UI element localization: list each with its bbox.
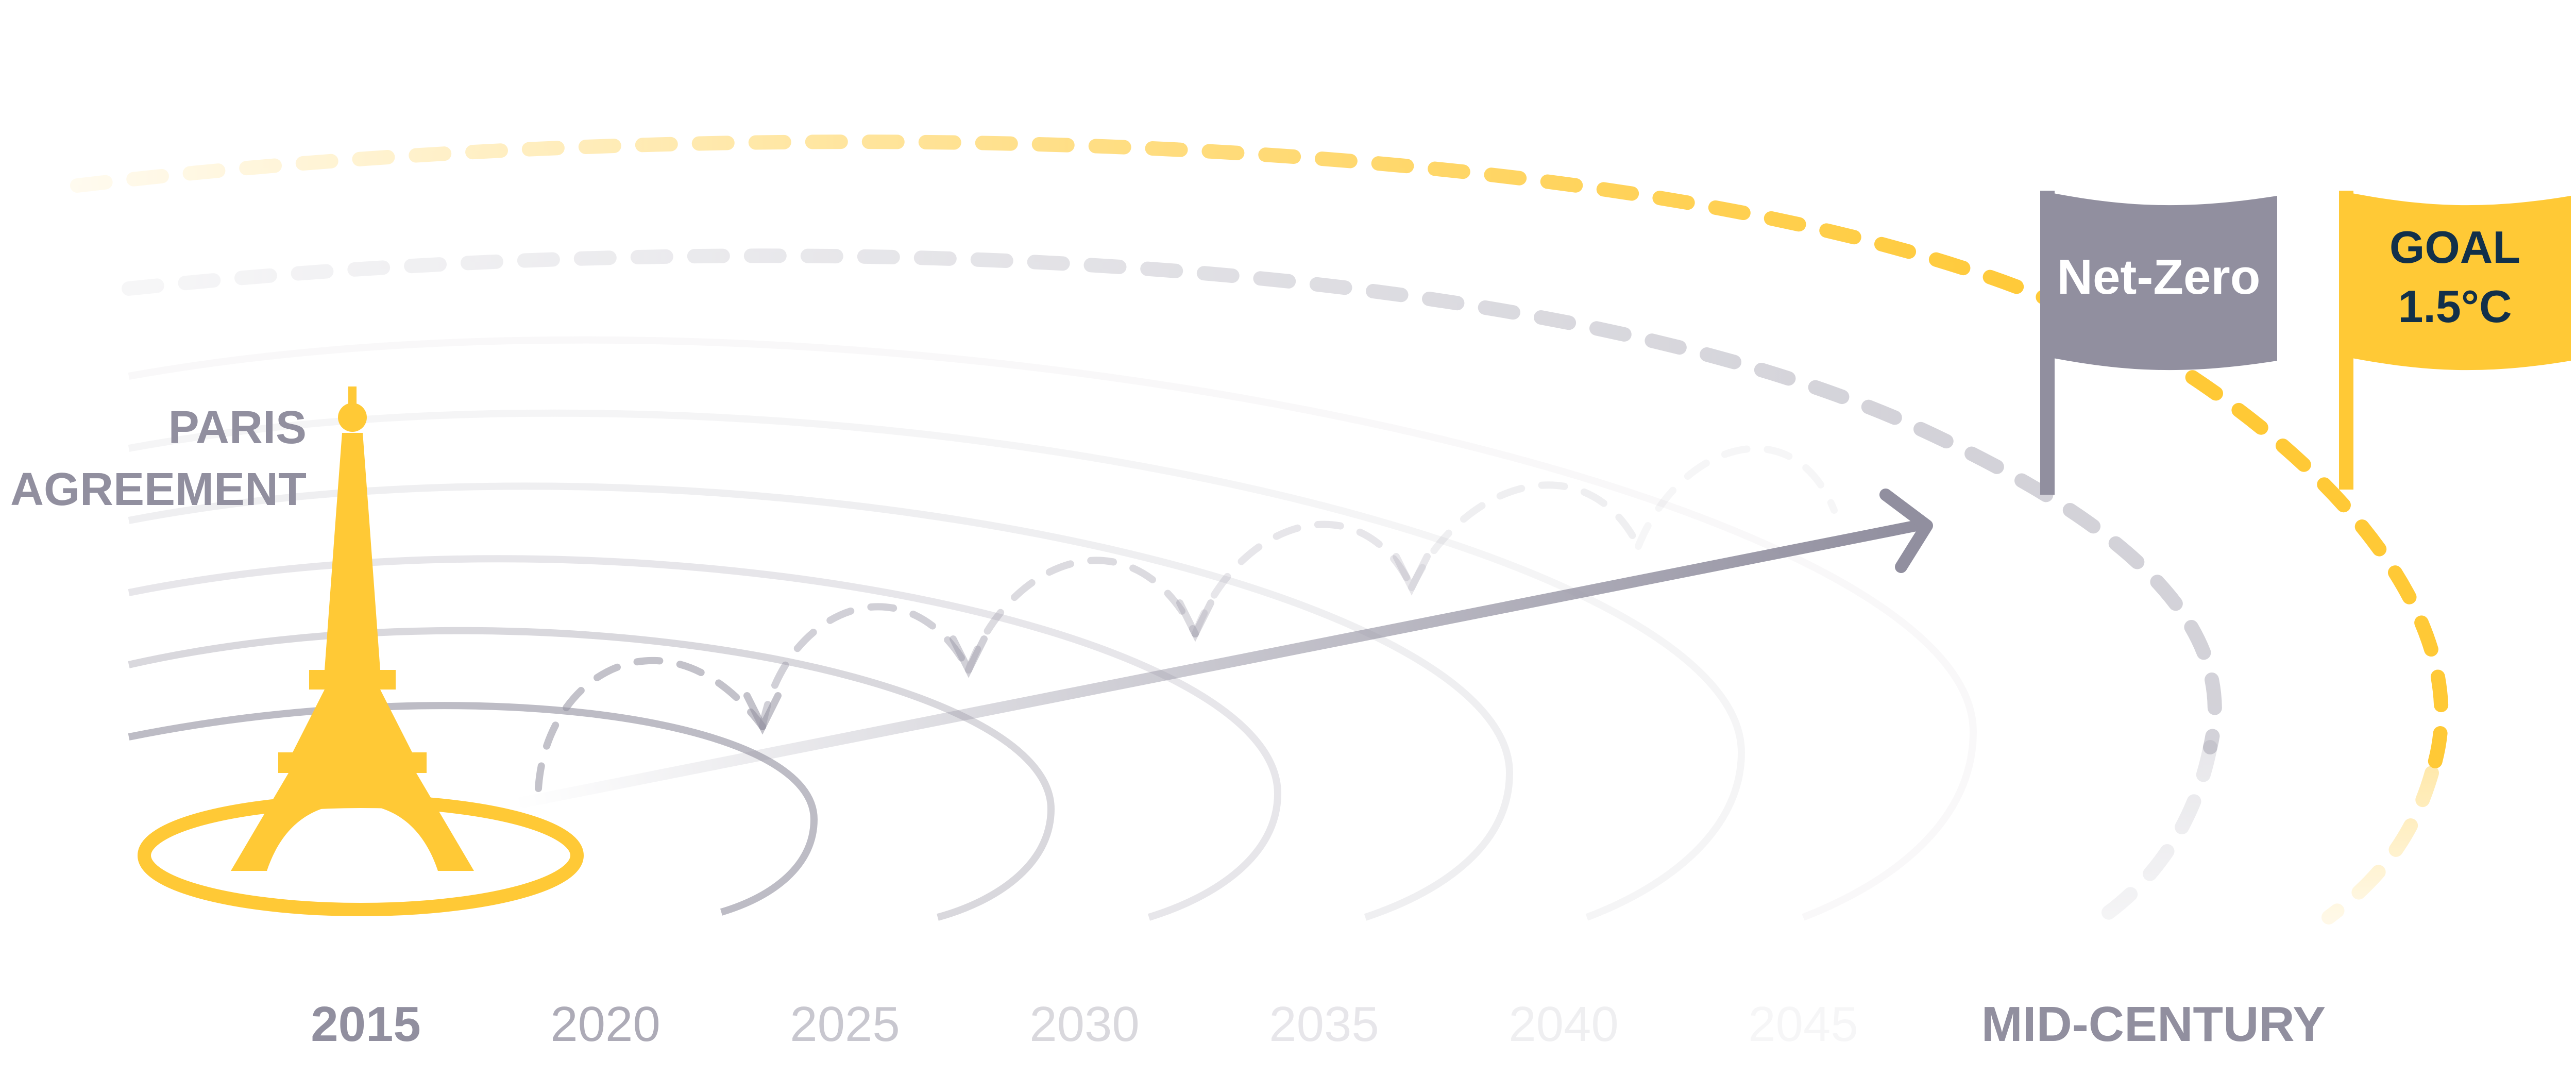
timeline-label: 2015 xyxy=(311,997,421,1052)
timeline: 2015 2020 2025 2030 2035 2040 2045 MID-C… xyxy=(311,997,2326,1052)
hop-arc xyxy=(1408,481,1642,591)
timeline-label: 2025 xyxy=(790,997,900,1052)
net-zero-flag-cloth xyxy=(2040,191,2277,371)
ripple-ring xyxy=(128,627,1055,921)
title-line-2: AGREEMENT xyxy=(10,464,307,515)
hop-arc xyxy=(759,603,972,730)
hop-arc xyxy=(1192,520,1415,637)
timeline-label-mid-century: MID-CENTURY xyxy=(1981,997,2326,1052)
hop-arrowhead xyxy=(950,635,988,678)
trend-arrow-icon xyxy=(510,489,1933,810)
net-zero-label: Net-Zero xyxy=(2057,249,2261,305)
timeline-label: 2030 xyxy=(1029,997,1140,1052)
goal-arc-lower xyxy=(2321,766,2439,924)
ripple-ring xyxy=(128,336,1977,921)
milestone-hops xyxy=(535,445,1838,792)
eiffel-tower-icon xyxy=(231,386,474,871)
goal-flag-cloth xyxy=(2339,191,2571,371)
net-zero-flag xyxy=(2040,191,2277,495)
hop-arrowhead xyxy=(1393,553,1431,596)
ripple-ring xyxy=(128,482,1514,921)
goal-label: GOAL xyxy=(2389,222,2520,273)
timeline-label: 2020 xyxy=(550,997,660,1052)
origin-ring xyxy=(138,795,584,916)
ripple-ring xyxy=(128,555,1282,921)
goal-flag xyxy=(2339,191,2571,490)
title-line-1: PARIS xyxy=(168,402,307,453)
ripple-ring xyxy=(128,409,1745,921)
hop-arc xyxy=(1635,445,1838,550)
target-arcs xyxy=(70,134,2449,924)
goal-target-label: 1.5°C xyxy=(2398,281,2512,332)
hop-arrowhead xyxy=(1176,599,1214,642)
timeline-label: 2045 xyxy=(1748,997,1858,1052)
hop-arc xyxy=(965,557,1199,674)
ripple-rings xyxy=(128,336,1977,921)
timeline-label: 2035 xyxy=(1269,997,1379,1052)
hop-arc xyxy=(535,657,766,792)
netzero-arc-upper xyxy=(122,248,2222,754)
netzero-arc-lower xyxy=(2095,740,2217,924)
hop-arrowhead xyxy=(743,692,782,735)
goal-arc-upper xyxy=(70,134,2449,780)
timeline-label: 2040 xyxy=(1509,997,1619,1052)
